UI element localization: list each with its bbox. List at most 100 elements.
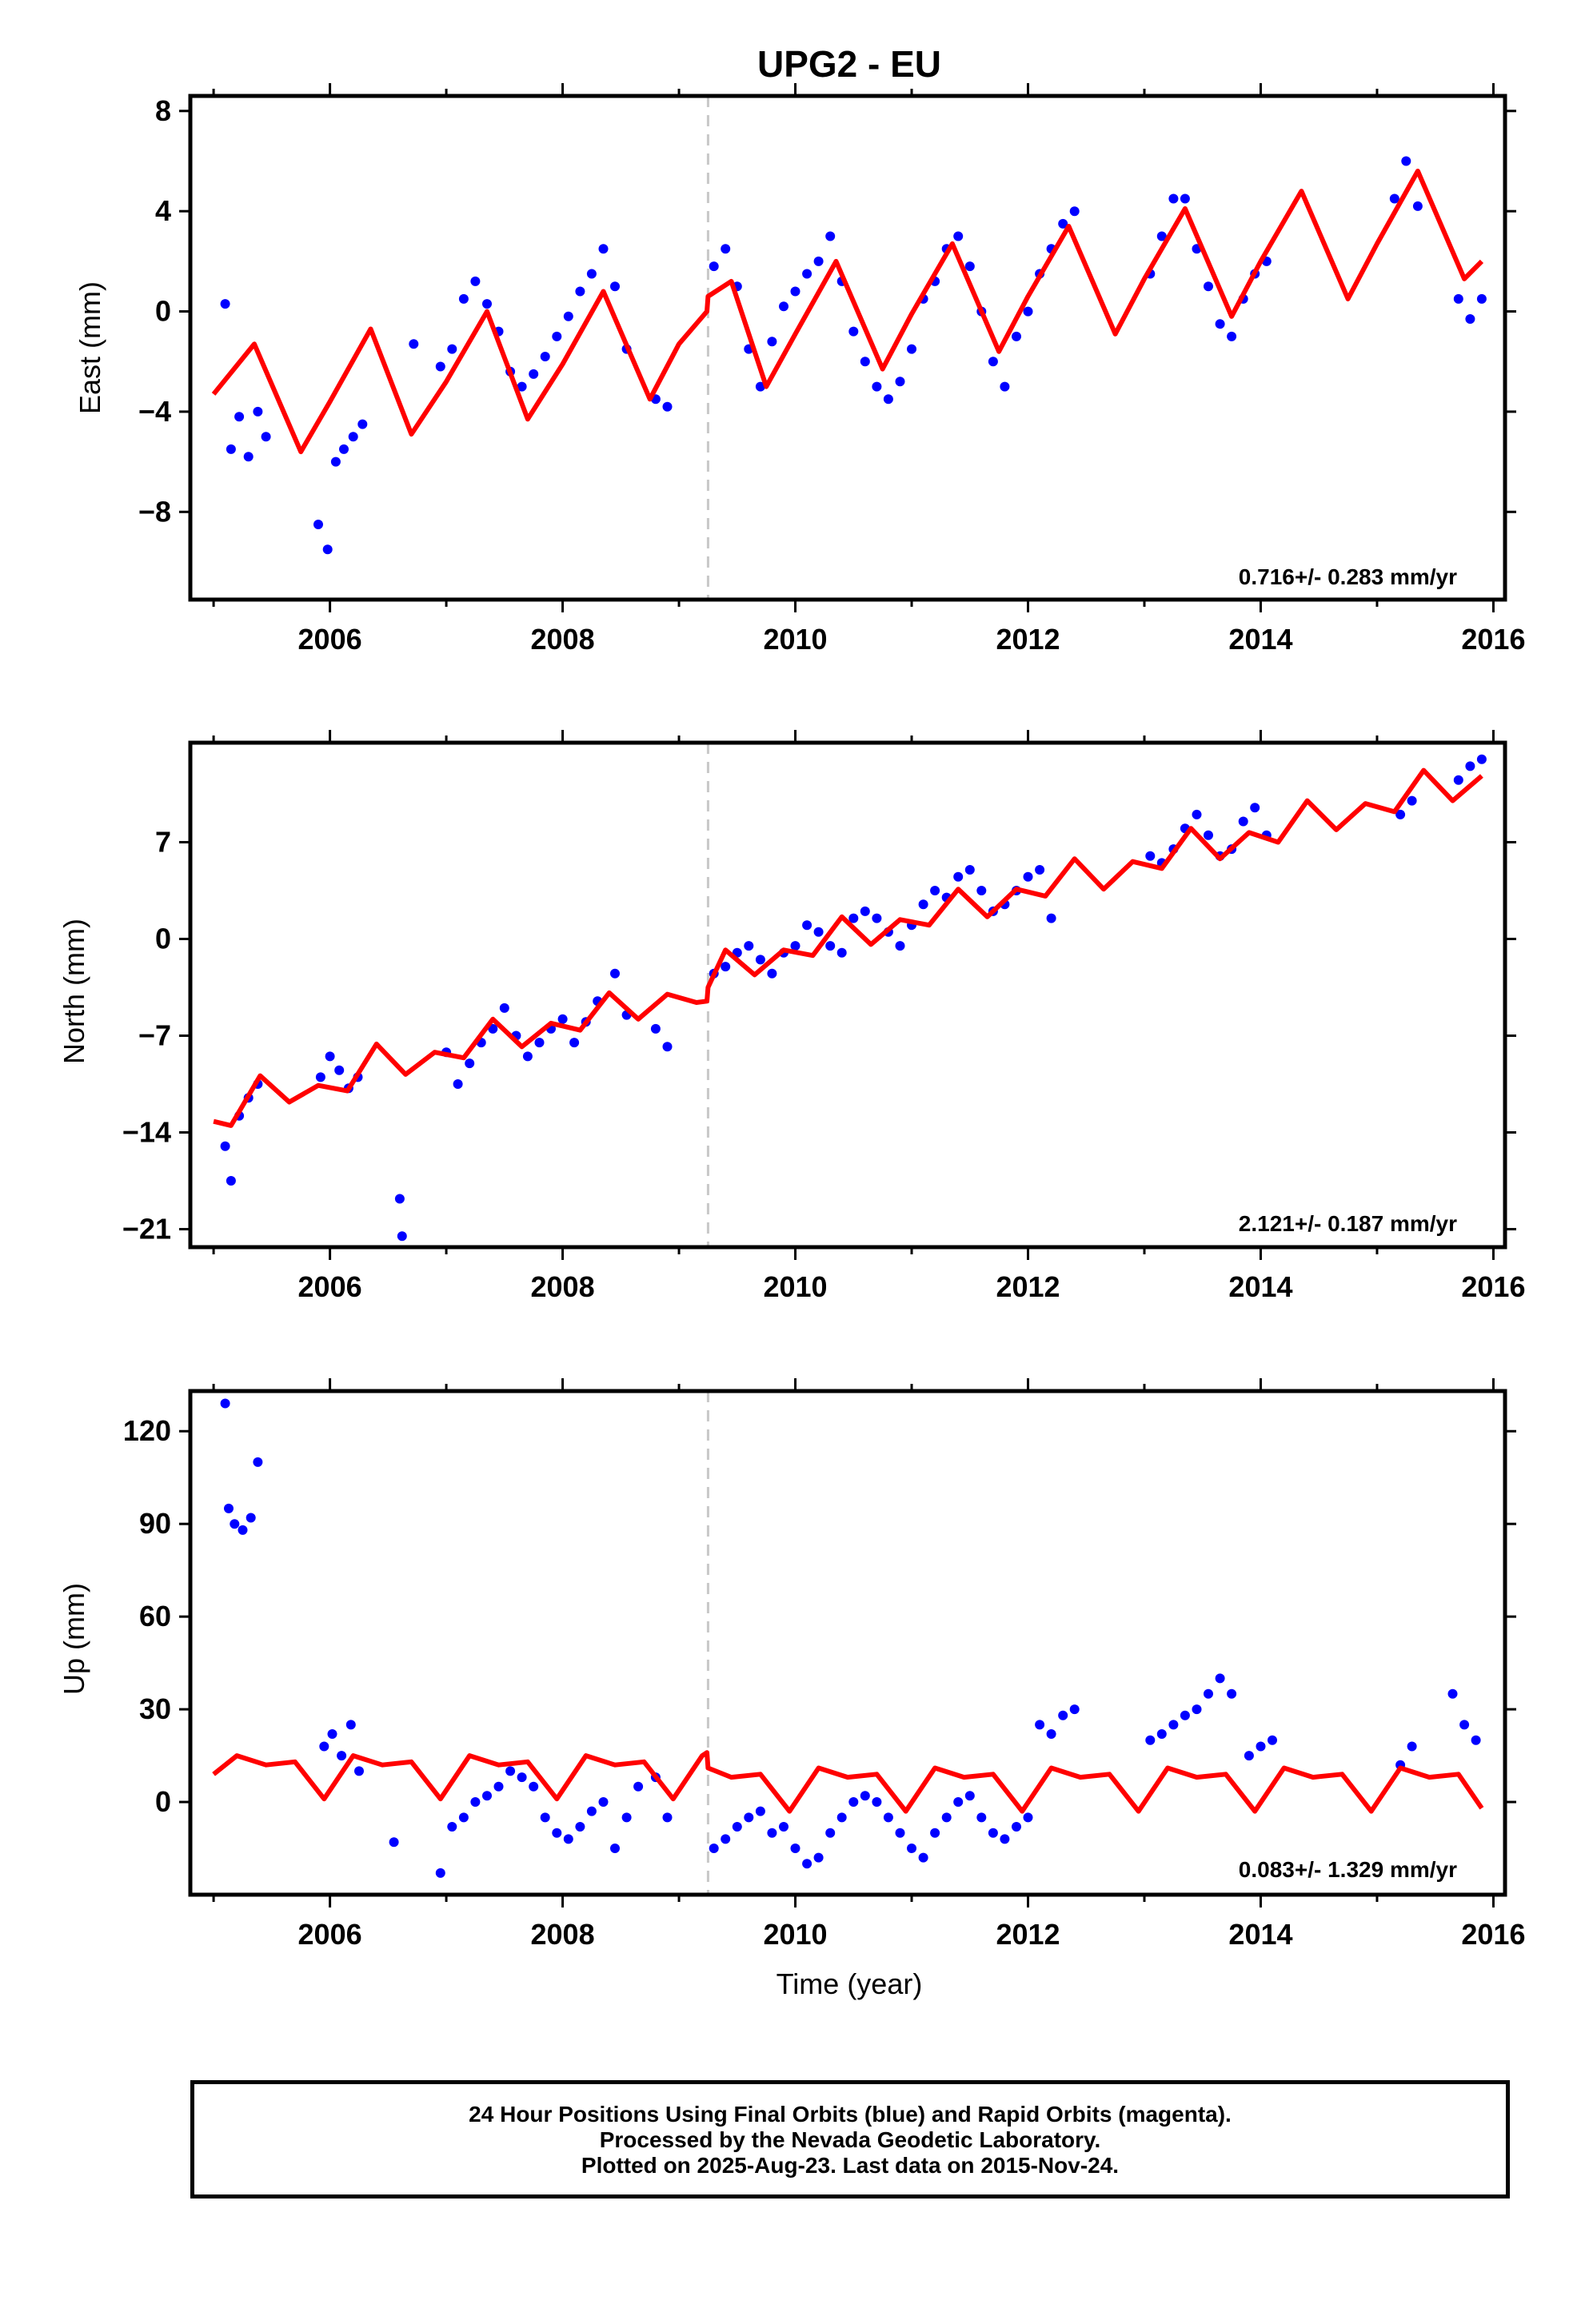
east-data-point (848, 326, 859, 337)
up-data-point (1256, 1741, 1266, 1752)
north-xtick-label: 2010 (763, 1270, 827, 1303)
up-data-point (988, 1828, 998, 1838)
up-data-point (1471, 1735, 1481, 1745)
north-data-point (334, 1065, 345, 1075)
east-data-point (872, 381, 882, 392)
up-data-point (721, 1834, 731, 1844)
up-data-point (540, 1812, 550, 1823)
north-data-point (499, 1003, 509, 1013)
east-data-point (330, 456, 341, 467)
east-data-point (1389, 193, 1399, 204)
up-data-point (1192, 1704, 1202, 1715)
north-data-point (1192, 809, 1202, 819)
east-data-point (339, 444, 349, 454)
chart-title: UPG2 - EU (757, 43, 941, 85)
east-data-point (988, 357, 998, 367)
up-data-point (1058, 1710, 1068, 1720)
up-data-point (220, 1398, 230, 1409)
east-data-point (1156, 231, 1167, 241)
north-data-point (767, 968, 777, 979)
up-ytick-label: 90 (139, 1507, 171, 1540)
north-xtick-label: 2014 (1228, 1270, 1292, 1303)
east-data-point (1401, 156, 1411, 166)
north-data-point (662, 1042, 673, 1052)
east-data-point (790, 286, 800, 297)
up-data-point (253, 1457, 263, 1467)
east-panel: East (mm) 0.716+/- 0.283 mm/yr −8 −4 0 4 8 20… (74, 83, 1525, 656)
east-data-point (1058, 218, 1068, 229)
east-data-point (517, 381, 527, 392)
up-ytick-label: 30 (139, 1692, 171, 1725)
north-data-point (325, 1051, 335, 1062)
east-data-point (767, 337, 777, 347)
up-data-point (389, 1837, 399, 1848)
north-panel: North (mm) 2.121+/- 0.187 mm/yr −21 −14 −7… (58, 730, 1525, 1303)
up-data-point (1012, 1822, 1021, 1832)
north-data-point (394, 1194, 405, 1204)
up-data-point (964, 1791, 975, 1801)
north-data-point (953, 871, 964, 882)
up-data-point (246, 1513, 256, 1523)
up-data-point (505, 1766, 516, 1776)
up-data-point (458, 1812, 469, 1823)
north-data-point (1023, 871, 1033, 882)
up-data-point (470, 1797, 481, 1807)
up-data-point (976, 1812, 987, 1823)
up-data-point (1268, 1735, 1277, 1745)
east-data-point (721, 244, 731, 254)
east-data-point (1204, 281, 1213, 292)
east-data-point (575, 286, 585, 297)
footer-caption-box: 24 Hour Positions Using Final Orbits (bl… (190, 2080, 1510, 2198)
north-data-point (802, 920, 812, 931)
up-data-point (918, 1852, 928, 1863)
north-ytick-label: 7 (155, 825, 171, 858)
up-data-point (319, 1741, 329, 1752)
east-data-point (1023, 306, 1033, 317)
up-data-point (224, 1503, 234, 1513)
north-ytick-label: −14 (122, 1116, 171, 1149)
up-xtick-label: 2014 (1228, 1918, 1292, 1951)
east-plot-frame (188, 94, 1507, 602)
east-ytick-label: −8 (138, 495, 171, 528)
footer-line-1: 24 Hour Positions Using Final Orbits (bl… (469, 2102, 1232, 2127)
east-ytick-label: 4 (155, 194, 171, 227)
east-model-line (211, 169, 1484, 455)
east-xtick-label: 2010 (763, 623, 827, 656)
up-data-point (552, 1828, 562, 1838)
up-data-point (1046, 1729, 1056, 1739)
up-data-point (517, 1772, 527, 1783)
east-data-point (895, 377, 905, 387)
north-xtick-label: 2012 (996, 1270, 1060, 1303)
east-data-point (662, 401, 673, 412)
east-data-point (226, 444, 236, 454)
east-xtick-label: 2006 (298, 623, 362, 656)
up-data-point (860, 1791, 870, 1801)
up-data-point (1168, 1720, 1179, 1730)
east-data-point (779, 301, 789, 312)
north-data-point (1395, 809, 1406, 819)
north-data-point (918, 899, 928, 910)
north-data-point (860, 906, 870, 916)
east-ytick-label: 8 (155, 94, 171, 127)
east-data-point (1000, 381, 1010, 392)
up-data-point (802, 1859, 812, 1869)
east-data-point (348, 432, 358, 442)
north-data-point (836, 947, 847, 958)
north-data-point (226, 1176, 236, 1186)
up-data-point (1447, 1688, 1458, 1699)
east-data-point (1412, 201, 1423, 211)
up-data-point (1204, 1688, 1213, 1699)
north-data-point (1204, 830, 1213, 840)
up-plot-frame (188, 1389, 1507, 1897)
north-data-point (755, 955, 765, 965)
north-data-point (488, 1023, 498, 1034)
north-axis-title: North (mm) (58, 919, 90, 1064)
up-data-point (895, 1828, 905, 1838)
north-data-point (1407, 795, 1417, 806)
up-data-point (493, 1781, 504, 1792)
east-data-point (322, 544, 333, 555)
north-data-point (1465, 761, 1475, 771)
north-data-point (610, 968, 620, 979)
up-data-point (732, 1822, 742, 1832)
up-data-point (813, 1852, 824, 1863)
